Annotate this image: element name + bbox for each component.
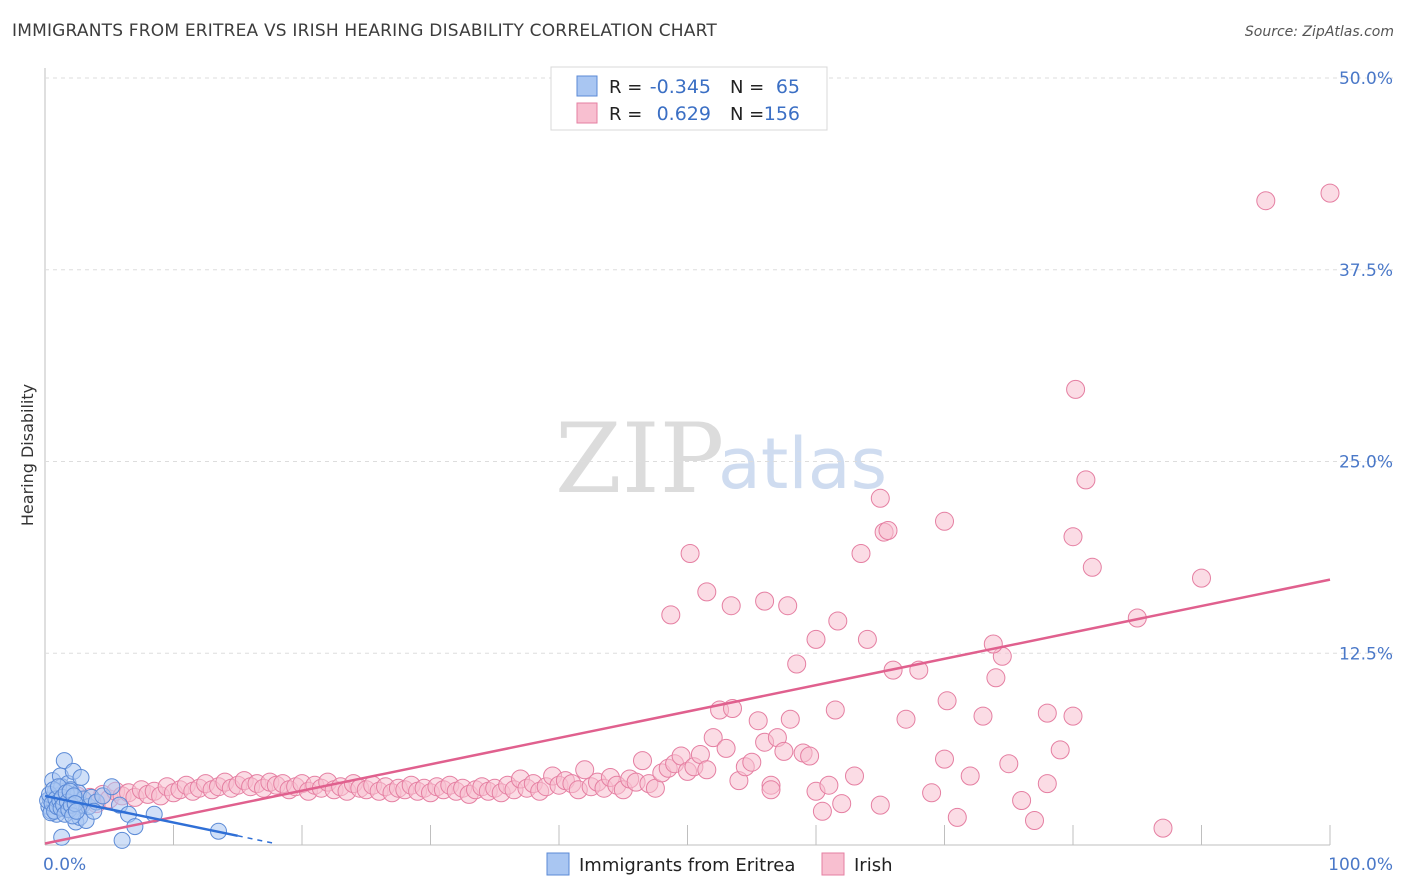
legend-r-value-eritrea: -0.345 [650, 76, 711, 98]
y-tick-label: 12.5% [1339, 644, 1393, 664]
irish-point [1066, 379, 1086, 399]
legend-r-label-irish: R = [609, 104, 642, 125]
irish-point [703, 728, 723, 748]
irish-point [851, 544, 871, 563]
watermark-zip: ZIP [555, 403, 724, 515]
legend-r-value-irish: 0.629 [657, 103, 711, 125]
irish-point [774, 741, 794, 761]
y-tick-labels: 12.5% 25.0% 37.5% 50.0% [1339, 69, 1393, 664]
irish-point [661, 605, 681, 625]
y-tick-label: 50.0% [1339, 69, 1393, 89]
x-ticks [173, 825, 1331, 845]
irish-point [947, 807, 967, 827]
irish-point [973, 706, 993, 726]
irish-point [999, 754, 1019, 774]
bottom-legend-label-eritrea: Immigrants from Eritrea [579, 855, 795, 876]
irish-point [716, 738, 736, 758]
irish-point [1037, 703, 1057, 723]
irish-point [697, 760, 717, 780]
irish-point [960, 766, 980, 786]
irish-point [742, 752, 762, 772]
eritrea-point [53, 828, 71, 846]
irish-point [825, 700, 845, 720]
irish-point [787, 654, 807, 674]
eritrea-trend-extension [237, 835, 277, 845]
irish-point [922, 783, 942, 803]
trend-lines [44, 578, 1331, 845]
eritrea-point [113, 831, 131, 849]
y-tick-label: 37.5% [1339, 261, 1393, 281]
irish-trend-line [44, 578, 1331, 845]
irish-point [1192, 568, 1211, 588]
irish-point [1037, 774, 1057, 794]
irish-point [1256, 191, 1276, 211]
bottom-legend-label-irish: Irish [854, 855, 893, 876]
legend-swatch-irish [576, 102, 598, 124]
correlation-legend: R = -0.345 N = 65 R = 0.629 N = 156 [550, 66, 828, 131]
irish-point [832, 794, 852, 814]
irish-point [778, 596, 798, 616]
eritrea-point [72, 769, 90, 786]
irish-point [870, 488, 890, 508]
irish-point [1012, 791, 1032, 810]
y-tick-label: 25.0% [1339, 453, 1393, 473]
irish-point [800, 746, 820, 766]
legend-swatch-eritrea [576, 75, 598, 97]
irish-point [828, 611, 848, 631]
chart-title: IMMIGRANTS FROM ERITREA VS IRISH HEARING… [12, 21, 717, 41]
eritrea-point [103, 778, 121, 796]
irish-point [806, 629, 826, 649]
watermark-atlas: atlas [718, 423, 887, 505]
irish-point [812, 801, 832, 821]
gridlines [45, 77, 1393, 654]
series-legend: Immigrants from Eritrea Irish [546, 852, 893, 876]
irish-point [1050, 740, 1070, 760]
x-tick-label-min: 0.0% [43, 855, 86, 875]
irish-point [697, 582, 717, 602]
irish-point [819, 775, 839, 795]
irish-point [857, 629, 877, 649]
irish-point [845, 766, 864, 786]
irish-point [937, 691, 957, 711]
irish-point [870, 795, 890, 815]
irish-point [755, 591, 775, 611]
irish-point [1063, 527, 1083, 547]
irish-point [986, 668, 1006, 688]
bottom-legend-swatch-irish [821, 852, 845, 876]
irish-point [1082, 557, 1102, 577]
irish-point [878, 521, 898, 540]
irish-point [1063, 706, 1083, 726]
x-tick-label-max: 100.0% [1328, 855, 1393, 875]
eritrea-trend-line [44, 794, 239, 838]
irish-point [935, 749, 954, 769]
legend-n-label-irish: N = [730, 104, 764, 125]
irish-point [780, 709, 800, 729]
irish-point [680, 544, 700, 563]
irish-point [1025, 811, 1044, 830]
bottom-legend-swatch-eritrea [546, 852, 570, 876]
legend-n-value-irish: 156 [764, 103, 800, 125]
irish-point [721, 596, 741, 616]
chart-source: Source: ZipAtlas.com [1244, 24, 1394, 40]
irish-point [1076, 470, 1096, 490]
irish-point [633, 751, 652, 771]
legend-n-label-eritrea: N = [730, 77, 764, 98]
irish-point [748, 711, 768, 731]
irish-point [575, 760, 595, 780]
irish-point [1153, 818, 1173, 838]
y-axis-label: Hearing Disability [18, 384, 37, 526]
legend-r-label-eritrea: R = [609, 77, 642, 98]
eritrea-point [68, 802, 85, 820]
legend-n-value-eritrea: 65 [776, 76, 800, 98]
irish-point [935, 511, 954, 531]
irish-point [761, 780, 781, 800]
irish-point [896, 709, 916, 729]
irish-point [1320, 183, 1340, 203]
